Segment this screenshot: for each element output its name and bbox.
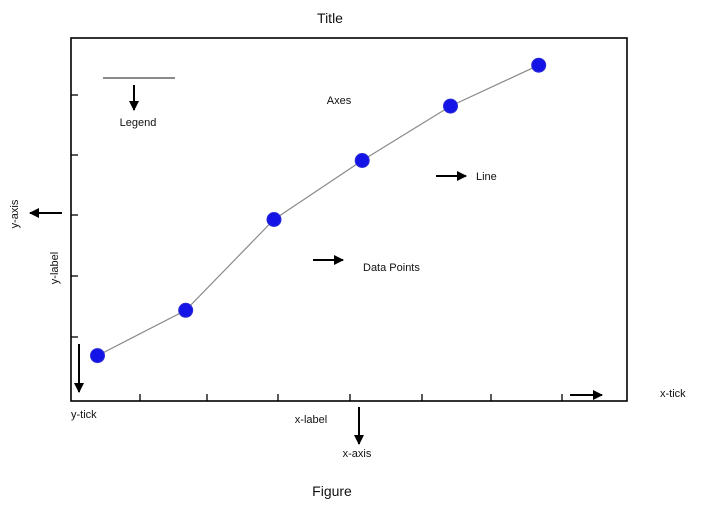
data-point (443, 98, 458, 114)
data-point (531, 57, 547, 73)
x-label: x-label (295, 414, 327, 426)
data-point (266, 212, 282, 227)
axes-label: Axes (327, 95, 352, 107)
y-label: y-label (49, 252, 61, 284)
data-points-layer (90, 57, 547, 364)
axes-frame (70, 37, 628, 402)
data-point (354, 153, 370, 168)
line-label: Line (476, 171, 497, 183)
data-line-layer (97, 64, 539, 357)
x-axis-label: x-axis (343, 448, 372, 460)
legend-label: Legend (120, 117, 157, 129)
series-line (97, 64, 539, 357)
chart-title: Title (317, 10, 343, 26)
data-point (178, 302, 194, 318)
data-points-label: Data Points (363, 262, 420, 274)
y-axis-label: y-axis (9, 199, 21, 228)
data-point (90, 348, 105, 364)
x-tick-label: x-tick (660, 388, 686, 400)
y-tick-label: y-tick (71, 409, 97, 421)
figure-label: Figure (312, 483, 352, 499)
x-ticks (139, 394, 563, 401)
y-ticks (71, 94, 78, 338)
